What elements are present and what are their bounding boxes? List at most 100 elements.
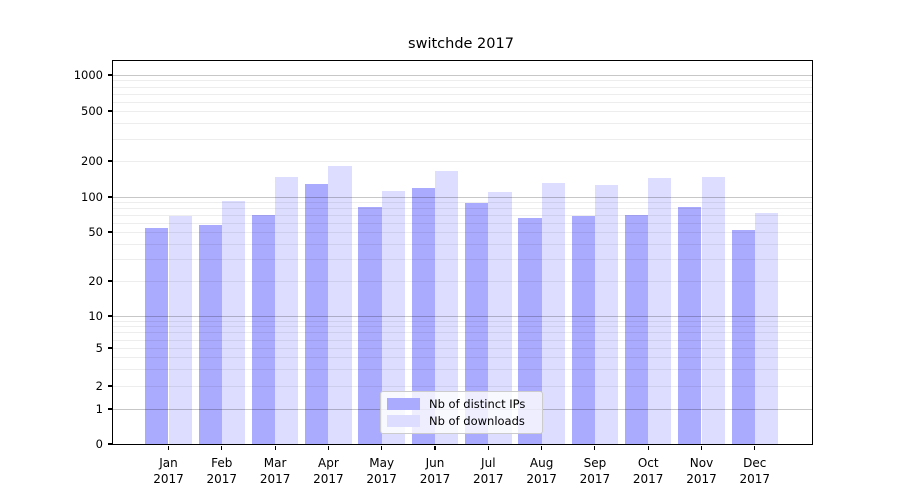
y-tick-label: 5 <box>95 341 103 355</box>
bar-downloads-mar <box>275 176 299 444</box>
bar-downloads-dec <box>754 212 779 444</box>
y-tick <box>107 74 112 76</box>
x-tick-label-jun: Jun 2017 <box>408 455 462 487</box>
month-label: Nov <box>689 456 714 470</box>
year-label: 2017 <box>419 472 451 486</box>
bar-downloads-apr <box>328 165 352 444</box>
y-tick-label: 100 <box>81 190 103 204</box>
month-label: Apr <box>318 456 339 470</box>
x-tick-label-dec: Dec 2017 <box>728 455 782 487</box>
y-tick-label: 0 <box>95 437 103 451</box>
y-tick <box>107 347 112 349</box>
year-label: 2017 <box>206 472 238 486</box>
y-tick <box>107 408 112 410</box>
month-label: Jan <box>159 456 178 470</box>
x-tick <box>167 445 170 450</box>
y-tick-label: 2 <box>95 379 103 393</box>
legend-swatch-distinct-ips-icon <box>387 398 420 411</box>
x-tick-label-feb: Feb 2017 <box>195 455 249 487</box>
month-label: Oct <box>637 456 659 470</box>
bar-distinct-ips-mar <box>251 215 276 444</box>
year-label: 2017 <box>366 472 397 486</box>
legend-label-distinct-ips: Nb of distinct IPs <box>429 397 526 412</box>
bar-distinct-ips-oct <box>624 215 649 444</box>
x-tick <box>700 445 703 450</box>
bar-distinct-ips-dec <box>731 230 755 444</box>
x-tick-label-nov: Nov 2017 <box>675 455 729 487</box>
bar-downloads-oct <box>648 178 672 444</box>
y-tick-label: 1000 <box>73 68 103 82</box>
month-label: Mar <box>263 456 287 470</box>
month-label: Sep <box>583 456 607 470</box>
x-tick-label-jan: Jan 2017 <box>142 455 196 487</box>
x-tick <box>274 445 276 450</box>
x-tick <box>434 445 436 450</box>
x-tick <box>221 445 223 450</box>
bar-distinct-ips-apr <box>305 184 329 444</box>
year-label: 2017 <box>686 472 717 486</box>
y-tick <box>107 231 112 233</box>
plot-area: 0 1 2 5 10 20 50 100 200 500 1000 Jan 2017 Feb 2017 Mar… <box>74 60 813 486</box>
year-label: 2017 <box>526 472 557 486</box>
x-tick-label-mar: Mar 2017 <box>248 455 302 487</box>
month-label: Aug <box>529 456 554 470</box>
x-tick <box>594 445 596 450</box>
bar-downloads-jun <box>435 170 459 444</box>
bar-distinct-ips-jul <box>465 202 489 444</box>
month-label: May <box>369 456 395 470</box>
legend-entry-downloads: Nb of downloads <box>387 413 535 430</box>
year-label: 2017 <box>632 472 664 486</box>
bar-distinct-ips-aug <box>518 217 542 444</box>
x-tick <box>647 445 649 450</box>
y-tick-label: 50 <box>88 225 103 239</box>
year-label: 2017 <box>153 472 184 486</box>
x-tick <box>487 445 489 450</box>
bar-downloads-nov <box>701 176 725 444</box>
year-label: 2017 <box>259 472 291 486</box>
year-label: 2017 <box>739 472 771 486</box>
bar-distinct-ips-jan <box>145 228 169 444</box>
bar-distinct-ips-feb <box>198 224 222 444</box>
bar-downloads-jan <box>168 216 192 444</box>
bars-layer <box>113 61 812 444</box>
year-label: 2017 <box>473 472 504 486</box>
y-tick <box>107 110 112 112</box>
legend-entry-distinct-ips: Nb of distinct IPs <box>387 396 535 413</box>
x-tick-label-apr: Apr 2017 <box>301 455 355 487</box>
month-label: Jul <box>481 456 496 470</box>
x-tick-label-sep: Sep 2017 <box>568 455 622 487</box>
x-tick-label-aug: Aug 2017 <box>515 455 569 487</box>
x-tick-label-jul: Jul 2017 <box>461 455 515 487</box>
bar-distinct-ips-jun <box>411 188 435 444</box>
y-tick <box>107 160 112 162</box>
x-tick <box>541 445 543 450</box>
year-label: 2017 <box>579 472 611 486</box>
y-tick-label: 20 <box>88 274 103 288</box>
chart-title: switchde 2017 <box>408 36 514 52</box>
x-tick-label-may: May 2017 <box>355 455 409 487</box>
y-tick-label: 1 <box>95 402 103 416</box>
y-tick-label: 500 <box>81 104 103 118</box>
x-tick-label-oct: Oct 2017 <box>621 455 675 487</box>
bar-distinct-ips-may <box>358 207 382 444</box>
bar-downloads-sep <box>594 184 619 444</box>
month-label: Jun <box>425 456 445 470</box>
y-tick <box>107 280 112 282</box>
x-tick <box>327 445 329 450</box>
bar-downloads-may <box>381 191 405 444</box>
bar-downloads-aug <box>541 182 565 444</box>
bar-distinct-ips-nov <box>678 207 702 444</box>
y-tick <box>107 443 112 445</box>
y-tick-label: 10 <box>88 309 103 323</box>
month-label: Dec <box>743 456 767 470</box>
bar-distinct-ips-sep <box>571 216 595 444</box>
y-tick <box>107 196 112 198</box>
legend: Nb of distinct IPs Nb of downloads <box>380 391 543 434</box>
legend-label-downloads: Nb of downloads <box>429 413 525 428</box>
x-tick <box>754 445 756 450</box>
bar-downloads-feb <box>221 201 246 444</box>
year-label: 2017 <box>313 472 344 486</box>
legend-swatch-downloads-icon <box>387 414 420 427</box>
month-label: Feb <box>211 456 233 470</box>
